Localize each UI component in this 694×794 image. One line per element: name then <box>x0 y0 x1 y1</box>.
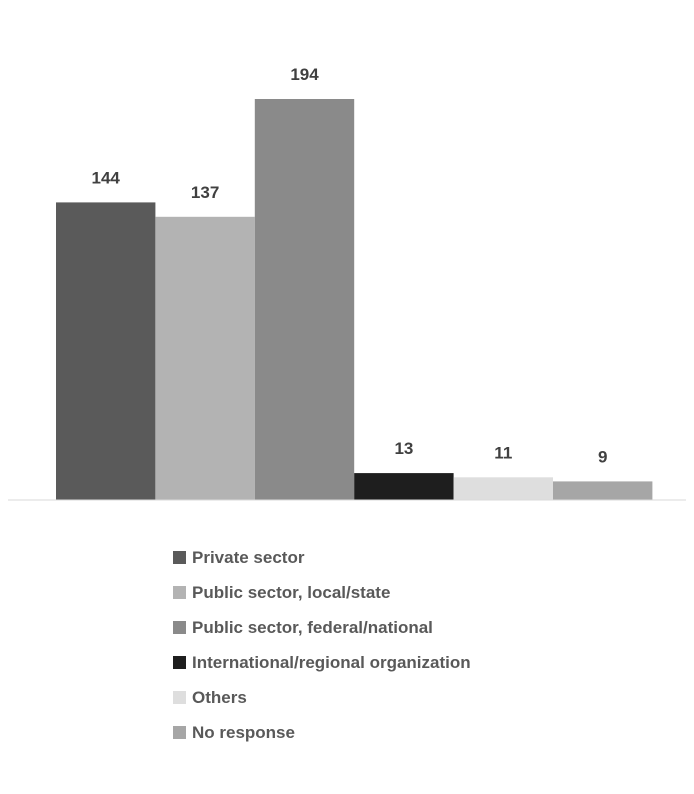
legend-item-international-regional-organization: International/regional organization <box>173 645 471 680</box>
data-label-public-sector-local-state: 137 <box>191 183 219 202</box>
data-label-international-regional-organization: 13 <box>394 439 413 458</box>
legend-item-no-response: No response <box>173 715 471 750</box>
legend-swatch-no-response <box>173 726 186 739</box>
legend-item-private-sector: Private sector <box>173 540 471 575</box>
bar-public-sector-federal-national <box>254 99 355 500</box>
bar-private-sector <box>56 202 156 500</box>
data-labels-group: 144 137 194 13 11 9 <box>92 65 608 466</box>
legend-label-public-sector-federal-national: Public sector, federal/national <box>192 617 433 637</box>
legend-item-others: Others <box>173 680 471 715</box>
legend-swatch-private-sector <box>173 551 186 564</box>
bars-group <box>56 99 653 501</box>
legend-swatch-public-sector-local-state <box>173 586 186 599</box>
data-label-no-response: 9 <box>598 447 607 466</box>
bar-international-regional-organization <box>354 473 454 500</box>
legend-item-public-sector-federal-national: Public sector, federal/national <box>173 610 471 645</box>
legend-label-no-response: No response <box>192 722 295 742</box>
bar-public-sector-local-state <box>155 216 255 501</box>
data-label-public-sector-federal-national: 194 <box>290 65 319 84</box>
legend: Private sector Public sector, local/state… <box>173 540 471 750</box>
data-label-others: 11 <box>494 443 512 462</box>
legend-item-public-sector-local-state: Public sector, local/state <box>173 575 471 610</box>
bar-no-response <box>553 481 653 500</box>
data-label-private-sector: 144 <box>92 168 121 187</box>
bar-others <box>453 477 553 500</box>
legend-label-public-sector-local-state: Public sector, local/state <box>192 582 391 602</box>
legend-label-private-sector: Private sector <box>192 547 305 567</box>
legend-swatch-others <box>173 691 186 704</box>
legend-swatch-international-regional-organization <box>173 656 186 669</box>
legend-label-international-regional-organization: International/regional organization <box>192 652 471 672</box>
legend-label-others: Others <box>192 687 247 707</box>
legend-swatch-public-sector-federal-national <box>173 621 186 634</box>
